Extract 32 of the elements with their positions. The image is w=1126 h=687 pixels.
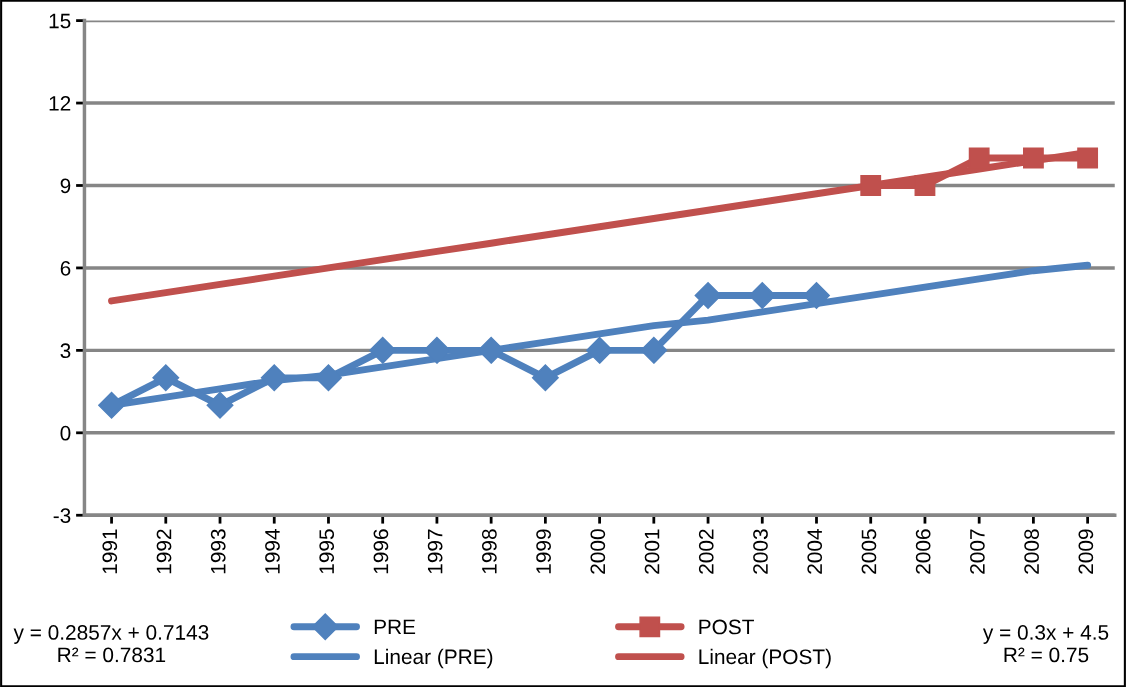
- x-tick-label: 2005: [861, 529, 877, 574]
- legend-label: POST: [699, 619, 754, 635]
- x-tick-label: 1997: [427, 529, 443, 574]
- legend-label: Linear (PRE): [374, 648, 493, 669]
- x-tick-label: 2009: [1078, 529, 1094, 574]
- x-tick-label: 2000: [590, 529, 606, 574]
- x-tick-label: 2007: [970, 529, 985, 574]
- y-tick-label: 3: [60, 343, 71, 359]
- x-tick-label: 2003: [753, 529, 768, 574]
- legend-label: PRE: [374, 619, 416, 635]
- y-tick-label: 6: [60, 260, 71, 276]
- y-tick-label: 0: [60, 425, 71, 441]
- x-tick-label: 2006: [915, 529, 931, 574]
- x-tick-label: 1995: [319, 529, 335, 574]
- x-tick-label: 1993: [210, 529, 226, 574]
- text: y = 0.3x + 4.5 R² = 0.75: [982, 625, 1109, 663]
- x-tick-label: 1994: [265, 529, 280, 574]
- y-tick-label: 9: [60, 178, 71, 194]
- y-tick-label: 15: [49, 13, 71, 29]
- x-tick-label: 1999: [536, 529, 551, 574]
- x-tick-label: 1998: [481, 529, 497, 574]
- x-tick-label: 2008: [1024, 529, 1039, 574]
- x-tick-label: 2002: [698, 529, 714, 574]
- y-tick-label: -3: [53, 508, 71, 523]
- legend-label: Linear (POST): [699, 648, 831, 669]
- x-tick-label: 2001: [644, 529, 660, 574]
- x-tick-label: 1996: [373, 529, 389, 574]
- text: y = 0.2857x + 0.7143 R² = 0.7831: [13, 625, 209, 663]
- x-tick-label: 1992: [156, 529, 172, 574]
- x-tick-label: 2004: [807, 529, 823, 574]
- x-tick-label: 1991: [102, 529, 118, 574]
- y-tick-label: 12: [49, 96, 71, 111]
